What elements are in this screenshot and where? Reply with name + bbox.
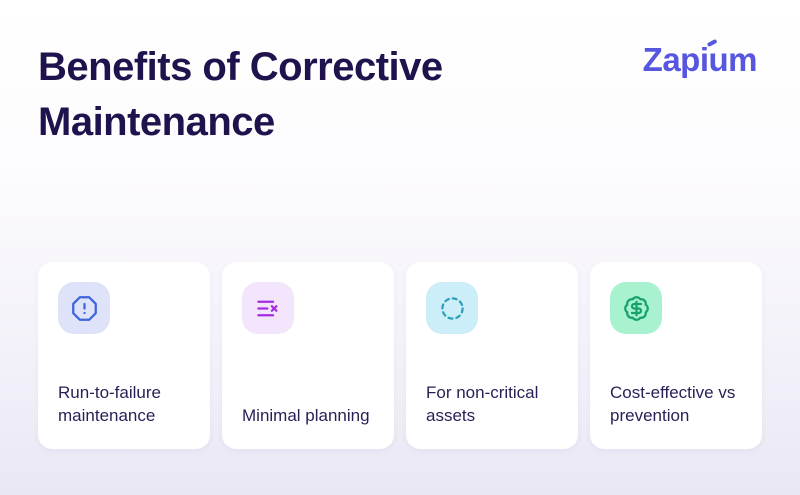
- page-title: Benefits of Corrective Maintenance: [38, 45, 443, 144]
- card-label: Run-to-failure maintenance: [58, 383, 161, 425]
- card-label: Minimal planning: [242, 406, 370, 425]
- cards-row: Run-to-failure maintenance Minimal plann…: [38, 262, 762, 449]
- card-run-to-failure: Run-to-failure maintenance: [38, 262, 210, 449]
- icon-badge: [610, 282, 662, 334]
- badge-dollar-sign-icon: [623, 295, 649, 321]
- list-x-icon: [256, 300, 277, 316]
- header: Benefits of Corrective Maintenance Zapiu…: [38, 38, 758, 150]
- card-minimal-planning: Minimal planning: [222, 262, 394, 449]
- card-cost-effective: Cost-effective vs prevention: [590, 262, 762, 449]
- circle-dashed-icon: [440, 296, 464, 320]
- octagon-alert-icon: [71, 295, 97, 321]
- icon-badge: [58, 282, 110, 334]
- card-label: For non-critical assets: [426, 383, 539, 425]
- card-non-critical-assets: For non-critical assets: [406, 262, 578, 449]
- logo-text: Zapium: [642, 41, 758, 78]
- card-label: Cost-effective vs prevention: [610, 383, 736, 425]
- logo: Zapium: [642, 38, 758, 78]
- icon-badge: [426, 282, 478, 334]
- icon-badge: [242, 282, 294, 334]
